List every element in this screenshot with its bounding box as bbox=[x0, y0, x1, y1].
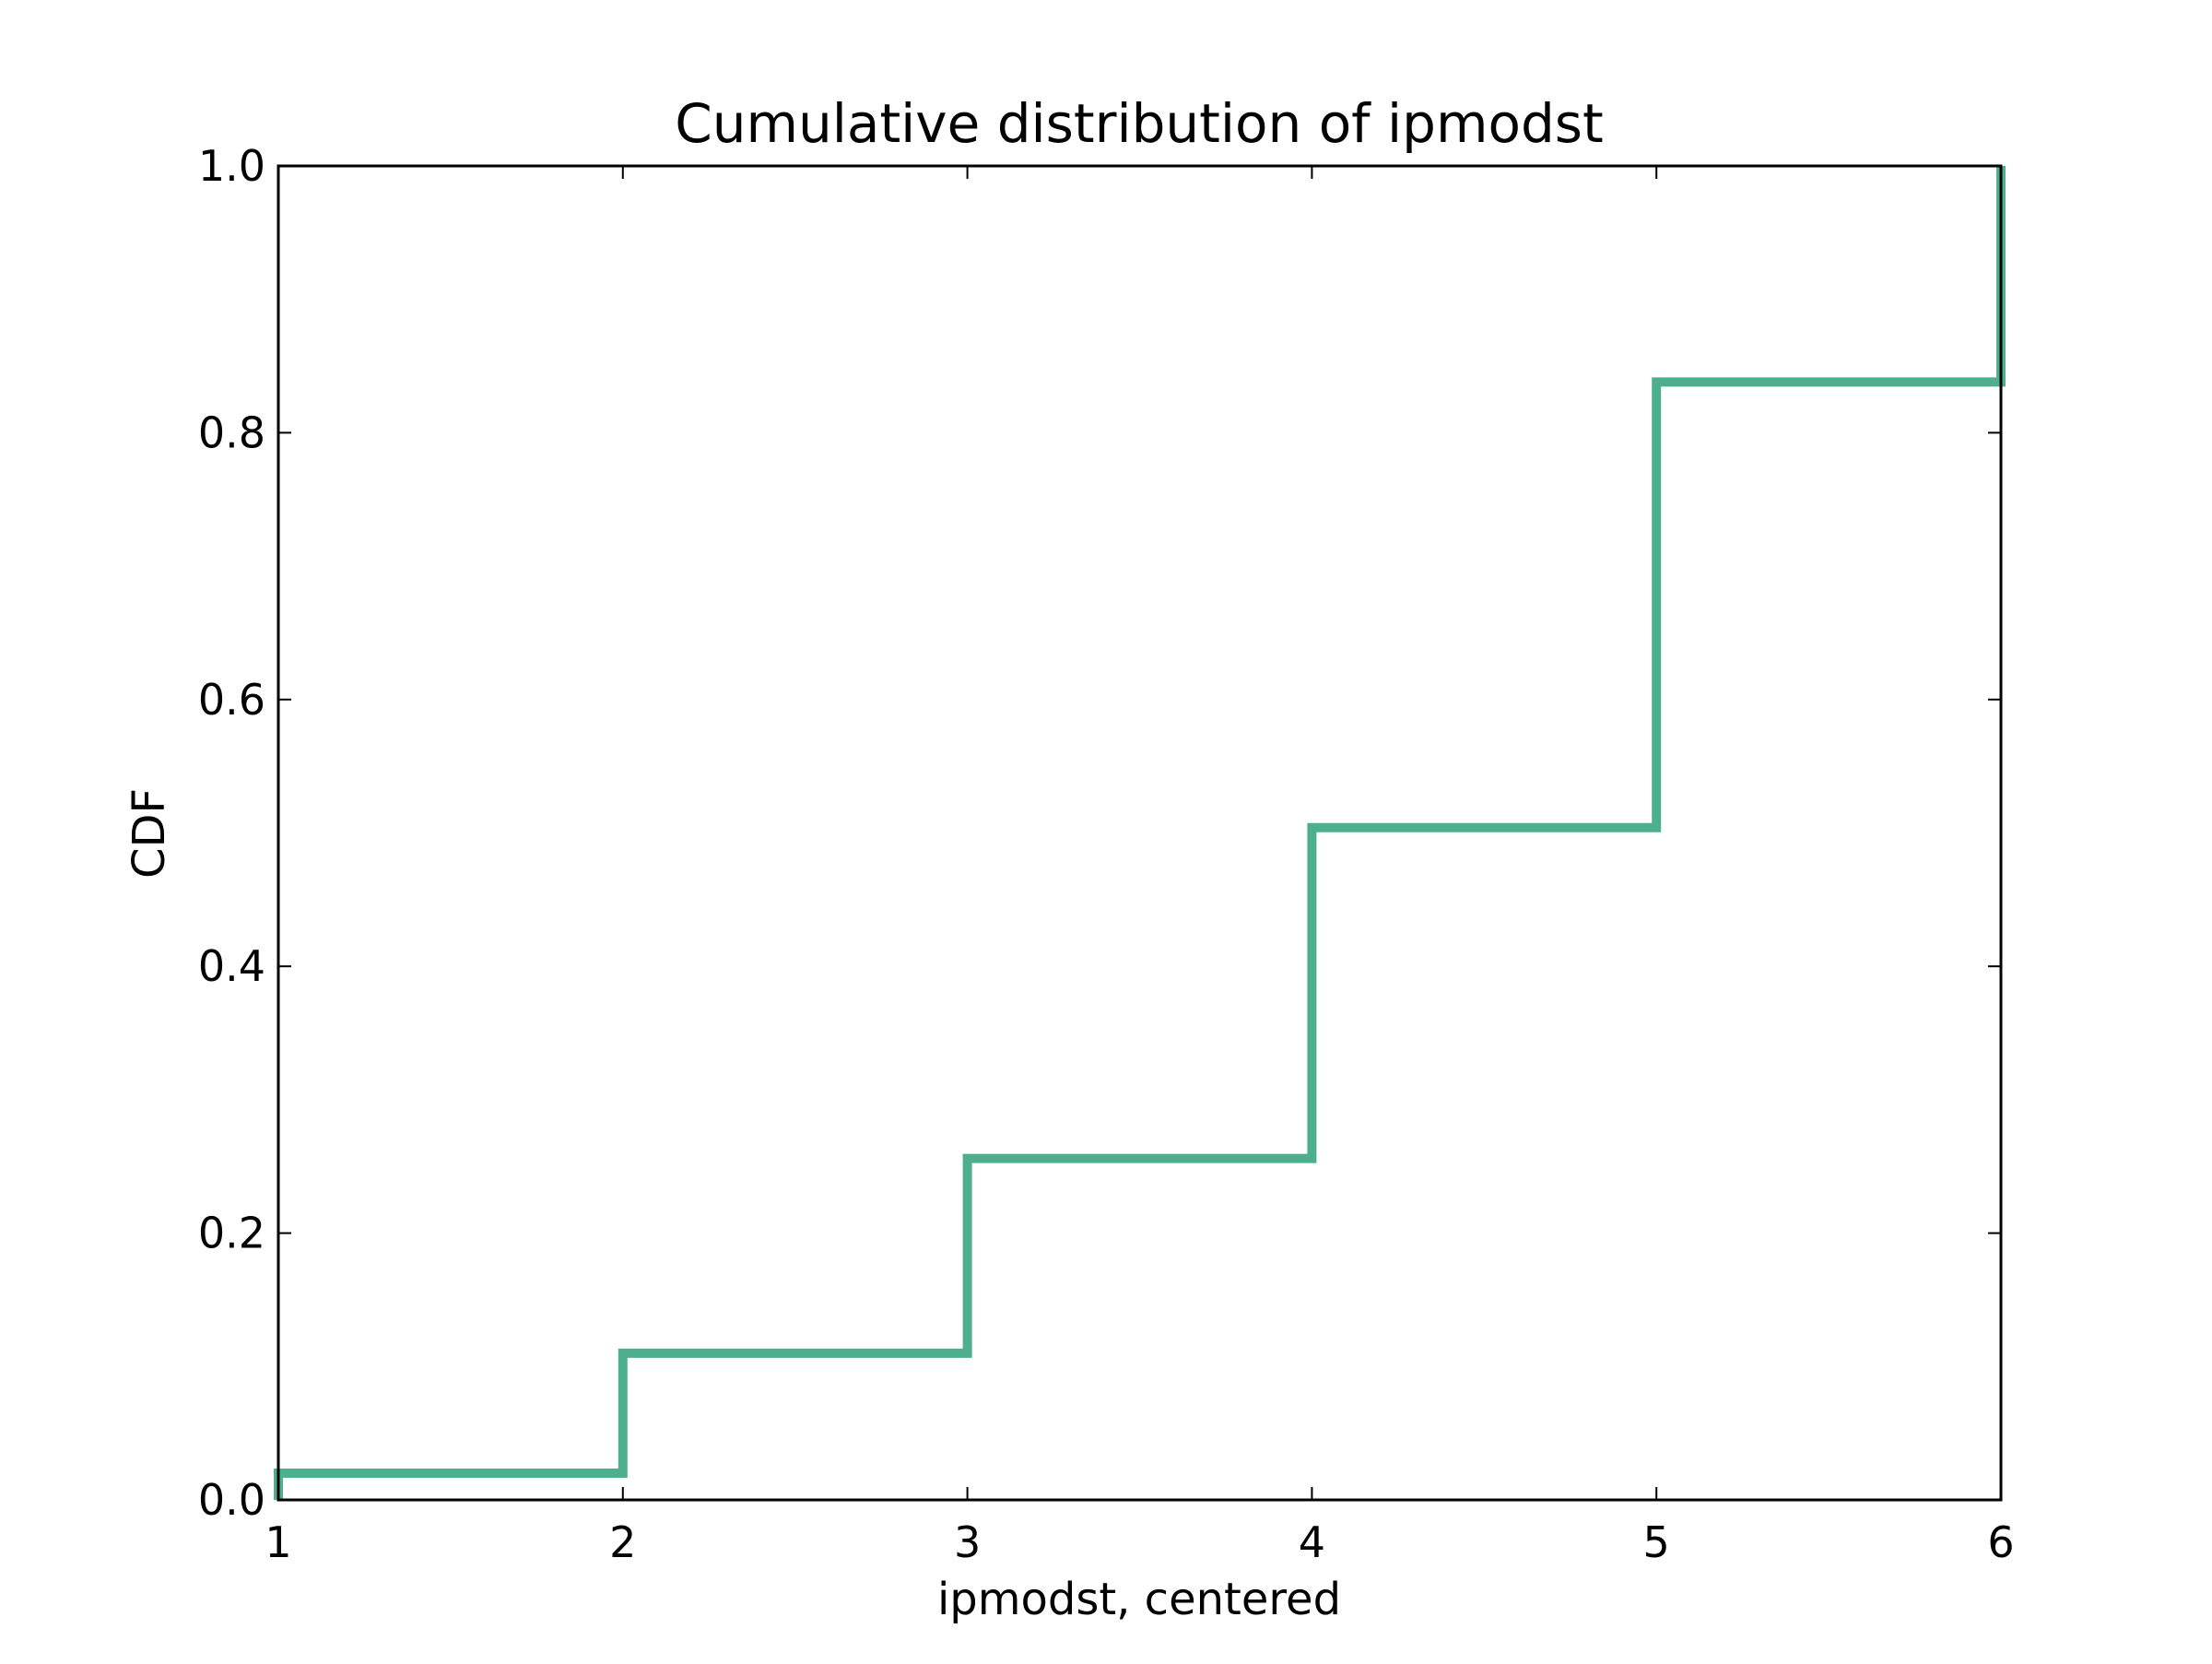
x-tick-label: 4 bbox=[1299, 1517, 1325, 1567]
x-axis-label: ipmodst, centered bbox=[937, 1574, 1341, 1625]
x-tick-label: 1 bbox=[265, 1517, 291, 1567]
y-tick-label: 0.4 bbox=[198, 941, 265, 991]
axes-border bbox=[276, 164, 2003, 1502]
x-axis-ticks: 1 2 3 4 5 6 bbox=[265, 166, 2015, 1567]
series-layer bbox=[274, 166, 2006, 1500]
y-axis-ticks: 0.0 0.2 0.4 0.6 0.8 1.0 bbox=[198, 141, 2001, 1525]
x-tick-label: 5 bbox=[1643, 1517, 1670, 1567]
x-tick-label: 6 bbox=[1987, 1517, 2014, 1567]
y-axis-label: CDF bbox=[124, 788, 175, 879]
y-tick-label: 0.6 bbox=[198, 675, 265, 725]
y-tick-label: 1.0 bbox=[198, 141, 265, 191]
cdf-step-line bbox=[274, 166, 2006, 1500]
y-tick-label: 0.8 bbox=[198, 407, 265, 457]
x-tick-label: 3 bbox=[954, 1517, 981, 1567]
y-tick-label: 0.2 bbox=[198, 1209, 265, 1258]
chart-title: Cumulative distribution of ipmodst bbox=[675, 92, 1603, 155]
x-tick-label: 2 bbox=[609, 1517, 636, 1567]
y-tick-label: 0.0 bbox=[198, 1475, 265, 1525]
